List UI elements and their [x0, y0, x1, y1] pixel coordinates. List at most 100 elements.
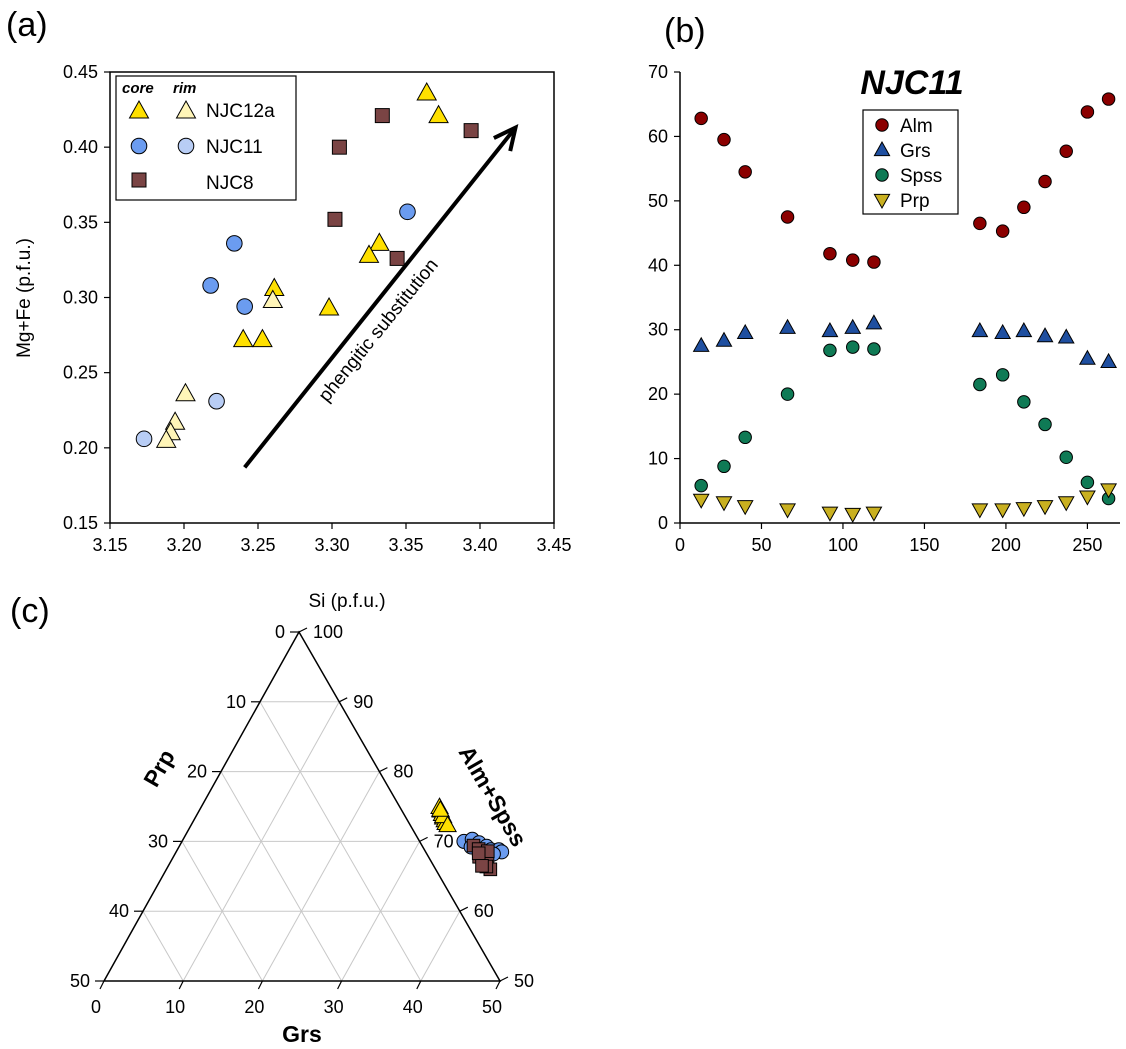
ternary-grs-tick-label: 20: [244, 997, 264, 1017]
legend-rim-header: rim: [173, 80, 196, 97]
point-njc8-core: [331, 139, 347, 155]
ternary-point-njc8: [475, 859, 489, 873]
point-alm: [995, 224, 1010, 238]
panel-a-legend: core rim NJC12a NJC11 NJC8: [115, 75, 297, 201]
ternary-almspss-tick-mark: [379, 767, 388, 773]
legend-label-njc12a: NJC12a: [206, 101, 275, 122]
point-alm: [1038, 174, 1052, 189]
panel-b-points: [692, 92, 1118, 524]
panel-b-xtick-label: 150: [909, 535, 939, 555]
ternary-prp-tick-label: 20: [187, 762, 207, 782]
ternary-gridline: [341, 841, 421, 982]
panel-b-xtick-label: 0: [675, 535, 685, 555]
ternary-point-njc12a: [438, 815, 457, 833]
panel-a-ytick-label: 0.15: [63, 513, 98, 533]
point-prp: [971, 503, 989, 519]
point-njc12a-core: [318, 296, 340, 316]
ternary-point-njc12a: [430, 799, 450, 817]
ternary-grs-tick-mark: [99, 980, 105, 990]
panel-b-ytick-label: 20: [648, 384, 668, 404]
point-alm: [1017, 200, 1031, 215]
point-grs: [1057, 328, 1075, 344]
point-spss: [780, 387, 795, 401]
legend-marker-njc12a-rim: [175, 99, 197, 119]
ternary-almspss-tick-mark: [419, 836, 428, 842]
point-prp: [736, 500, 754, 516]
ternary-grs-tick-mark: [495, 980, 501, 990]
ternary-grid: [142, 701, 461, 982]
panel-b-ytick-label: 10: [648, 449, 668, 469]
point-njc11-core: [236, 298, 253, 315]
point-prp: [715, 496, 733, 512]
legend-marker-njc11-rim: [177, 137, 195, 155]
ternary-almspss-tick-label: 60: [474, 901, 494, 921]
legend-label-alm: Alm: [900, 116, 933, 137]
panel-b-title: NJC11: [860, 64, 963, 102]
point-spss: [1038, 417, 1052, 432]
ternary-grs-tick-label: 0: [91, 997, 101, 1017]
point-alm: [1101, 92, 1116, 106]
ternary-frame: [102, 630, 502, 982]
point-alm: [694, 111, 708, 126]
point-grs: [1078, 349, 1096, 365]
point-njc12a-core: [416, 82, 438, 101]
point-spss: [717, 459, 731, 474]
point-njc8-core: [327, 211, 343, 227]
point-spss: [973, 377, 987, 392]
ternary-almspss-tick-label: 100: [313, 622, 343, 642]
ternary-almspss-tick-label: 50: [514, 971, 534, 991]
ternary-grs-tick-mark: [416, 980, 422, 990]
point-prp: [1078, 490, 1096, 506]
point-njc12a-rim: [262, 289, 284, 309]
ternary-grs-tick-mark: [178, 980, 184, 990]
phengitic-arrow: [243, 124, 519, 469]
ternary-gridline: [181, 841, 263, 982]
panel-b-ytick-label: 40: [648, 255, 668, 275]
panel-a-legend-markers: [128, 99, 197, 188]
point-prp: [994, 503, 1012, 519]
legend-marker-prp: [873, 193, 891, 210]
panel-b-ytick-label: 70: [648, 62, 668, 82]
point-spss: [1059, 450, 1073, 465]
panel-a-ytick-label: 0.40: [63, 137, 98, 157]
phengitic-arrow-shaft: [243, 126, 518, 469]
legend-marker-alm: [875, 118, 889, 132]
panel-a-xtick-label: 3.45: [536, 535, 571, 555]
point-spss: [738, 430, 752, 445]
ternary-prp-tick-label: 40: [109, 901, 129, 921]
point-njc11-rim: [135, 430, 153, 448]
point-njc12a-core: [252, 328, 273, 348]
legend-label-njc11: NJC11: [206, 137, 263, 158]
point-grs: [715, 331, 733, 347]
panel-b-ytick-label: 50: [648, 191, 668, 211]
point-spss: [1080, 475, 1095, 490]
point-njc11-rim: [208, 392, 225, 410]
point-njc8-core: [463, 123, 479, 139]
ternary-grs-tick-label: 40: [403, 997, 423, 1017]
legend-label-grs: Grs: [900, 141, 931, 162]
ternary-almspss-tick-label: 80: [393, 762, 413, 782]
point-alm: [1059, 144, 1073, 158]
ternary-gridline: [220, 771, 343, 982]
point-njc12a-core: [358, 244, 380, 263]
panel-label-a: (a): [6, 6, 48, 44]
point-spss: [846, 340, 860, 354]
panel-a-chart: Mg+Fe (p.f.u.) 3.15 3.20 3.25 3.30 3.35 3.40 3…: [14, 62, 572, 555]
point-alm: [717, 132, 731, 147]
ternary-gridline: [420, 910, 461, 982]
panel-a-xtick-label: 3.40: [462, 535, 497, 555]
point-alm: [1080, 105, 1095, 119]
legend-core-header: core: [122, 80, 154, 97]
point-grs: [821, 321, 839, 338]
point-grs: [736, 323, 754, 340]
legend-marker-njc11-core: [130, 137, 148, 155]
legend-label-prp: Prp: [900, 191, 930, 212]
ternary-prp-tick-label: 50: [70, 971, 90, 991]
panel-b-ytick-label: 30: [648, 320, 668, 340]
point-njc12a-core: [369, 232, 390, 251]
ternary-top-label: Si (p.f.u.): [308, 591, 385, 612]
legend-label-njc8: NJC8: [206, 173, 254, 194]
legend-label-spss: Spss: [900, 166, 942, 187]
point-alm: [823, 246, 837, 261]
